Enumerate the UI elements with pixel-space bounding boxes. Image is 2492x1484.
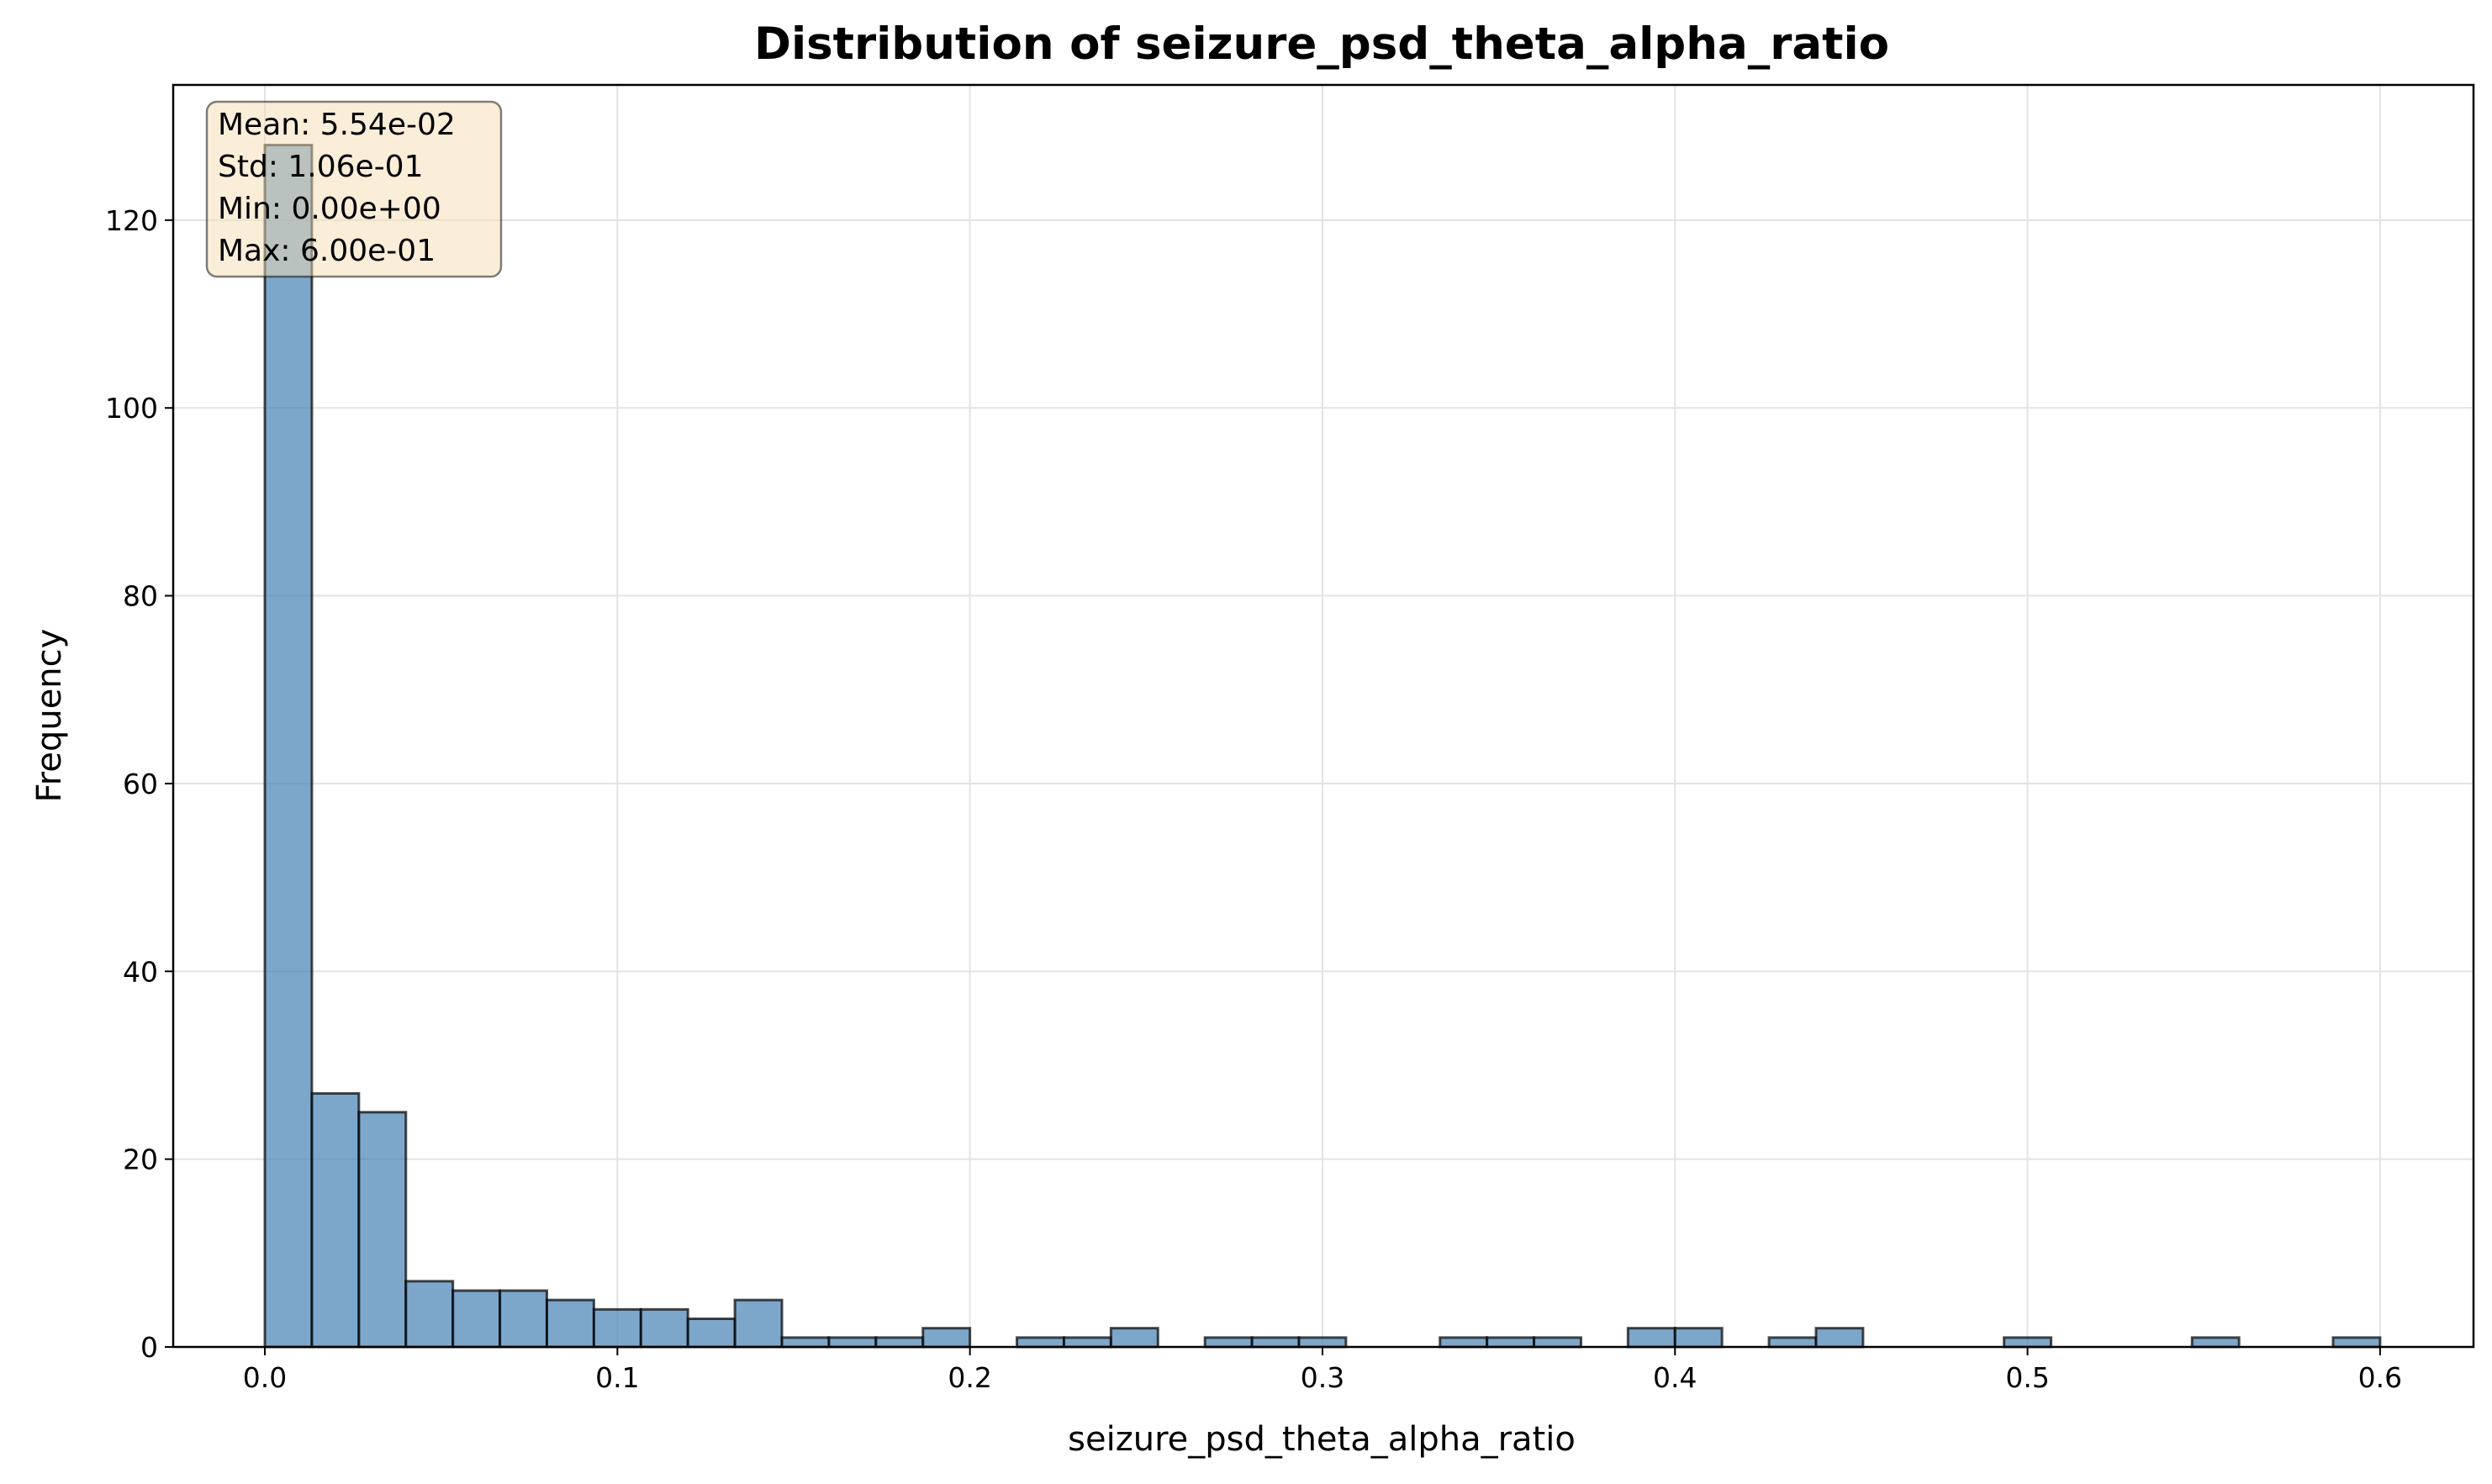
histogram-bar-20 <box>1203 1336 1254 1349</box>
histogram-bar-2 <box>357 1111 408 1349</box>
histogram-bar-0 <box>263 143 314 1349</box>
y-tick-label-2: 40 <box>123 955 158 988</box>
histogram-bar-10 <box>733 1298 784 1349</box>
histogram-bar-41 <box>2190 1336 2241 1349</box>
histogram-bar-29 <box>1626 1327 1676 1349</box>
histogram-bar-4 <box>451 1289 502 1349</box>
y-tick-label-4: 80 <box>123 580 158 613</box>
y-tick-label-3: 60 <box>123 768 158 800</box>
histogram-bar-1 <box>310 1091 361 1349</box>
histogram-bar-44 <box>2331 1336 2382 1349</box>
histogram-bar-33 <box>1814 1327 1865 1349</box>
histogram-bar-13 <box>874 1336 925 1349</box>
histogram-bars <box>263 143 2382 1349</box>
histogram-bar-30 <box>1673 1327 1724 1349</box>
x-tick-label-2: 0.2 <box>948 1361 991 1394</box>
histogram-bar-22 <box>1297 1336 1348 1349</box>
x-tick-label-3: 0.3 <box>1301 1361 1344 1394</box>
stats-std: Std: 1.06e-01 <box>218 150 424 184</box>
x-tick-label-0: 0.0 <box>243 1361 287 1394</box>
x-tick-label-4: 0.4 <box>1653 1361 1697 1394</box>
stats-mean: Mean: 5.54e-02 <box>218 108 456 142</box>
y-axis-ticks: 0 20 40 60 80 100 120 <box>105 204 173 1364</box>
histogram-bar-26 <box>1486 1336 1536 1349</box>
histogram-bar-32 <box>1767 1336 1818 1349</box>
x-tick-label-1: 0.1 <box>595 1361 639 1394</box>
x-axis-ticks: 0.0 0.1 0.2 0.3 0.4 0.5 0.6 <box>243 1347 2402 1394</box>
stats-min: Min: 0.00e+00 <box>218 192 441 226</box>
histogram-bar-16 <box>1016 1336 1065 1349</box>
plot-frame <box>172 83 2475 1349</box>
histogram-bar-3 <box>404 1280 455 1349</box>
histogram-bar-27 <box>1533 1336 1582 1349</box>
histogram-bar-7 <box>592 1307 642 1349</box>
chart-title: Distribution of seizure_psd_theta_alpha_… <box>754 18 1889 70</box>
x-tick-label-5: 0.5 <box>2005 1361 2049 1394</box>
histogram-bar-25 <box>1439 1336 1489 1349</box>
y-tick-label-6: 120 <box>105 204 158 237</box>
x-axis-label: seizure_psd_theta_alpha_ratio <box>1068 1420 1576 1459</box>
stats-max: Max: 6.00e-01 <box>218 234 436 268</box>
y-tick-label-0: 0 <box>140 1331 158 1364</box>
histogram-bar-18 <box>1109 1327 1159 1349</box>
histogram-bar-9 <box>686 1317 737 1349</box>
y-tick-label-5: 100 <box>105 392 158 425</box>
histogram-bar-5 <box>499 1289 548 1349</box>
y-tick-label-1: 20 <box>123 1143 158 1176</box>
x-tick-label-6: 0.6 <box>2358 1361 2402 1394</box>
histogram-bar-21 <box>1250 1336 1301 1349</box>
stats-box: Mean: 5.54e-02 Std: 1.06e-01 Min: 0.00e+… <box>205 100 503 278</box>
histogram-bar-17 <box>1062 1336 1112 1349</box>
y-axis-label: Frequency <box>30 629 69 803</box>
histogram-bar-37 <box>2003 1336 2053 1349</box>
histogram-bar-12 <box>827 1336 878 1349</box>
stats-box-background <box>205 100 503 278</box>
histogram-bar-6 <box>545 1298 595 1349</box>
histogram-bar-11 <box>780 1336 831 1349</box>
histogram-bar-14 <box>921 1327 972 1349</box>
histogram-bar-8 <box>639 1307 689 1349</box>
